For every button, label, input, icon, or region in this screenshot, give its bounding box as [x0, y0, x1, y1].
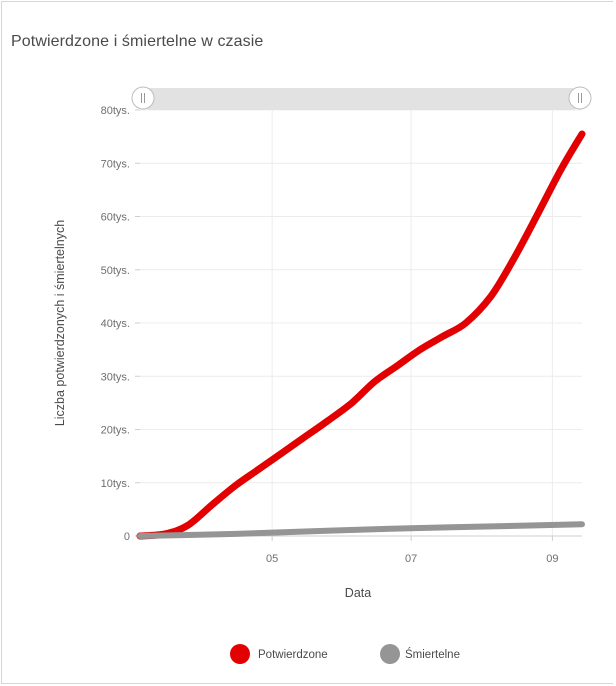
series-line-smiertelne[interactable] [137, 521, 585, 539]
legend-item-potwierdzone[interactable]: Potwierdzone [230, 644, 328, 664]
legend-label: Potwierdzone [258, 649, 328, 661]
y-axis-label: Liczba potwierdzonych i śmiertelnych [53, 220, 67, 426]
zoom-slider-right-handle[interactable] [568, 86, 592, 110]
y-tick-label: 70tys. [101, 158, 130, 170]
series-line-potwierdzone[interactable] [136, 130, 586, 540]
x-axis: 05 07 09 [140, 535, 582, 565]
y-tick-label: 50tys. [101, 265, 130, 277]
y-tick-label: 20tys. [101, 425, 130, 437]
zoom-slider-track[interactable] [140, 88, 582, 110]
grip-icon [141, 93, 145, 103]
legend-item-smiertelne[interactable]: Śmiertelne [380, 644, 460, 664]
chart-title: Potwierdzone i śmiertelne w czasie [11, 33, 264, 50]
y-tick-label: 80tys. [101, 105, 130, 117]
y-tick-label: 10tys. [101, 478, 130, 490]
x-axis-label: Data [345, 586, 371, 600]
legend: Potwierdzone Śmiertelne [230, 644, 460, 664]
zoom-slider-left-handle[interactable] [131, 86, 155, 110]
grip-icon [578, 93, 582, 103]
x-tick-label: 09 [546, 553, 558, 565]
x-tick-label: 05 [266, 553, 278, 565]
y-axis: 0 10tys. 20tys. 30tys. 40tys. 50tys. 60tys. 70t… [101, 105, 140, 543]
series-layer [136, 130, 586, 540]
zoom-slider[interactable] [131, 86, 592, 110]
legend-swatch [380, 644, 400, 664]
grid [140, 109, 582, 536]
x-tick-label: 07 [405, 553, 417, 565]
legend-swatch [230, 644, 250, 664]
legend-label: Śmiertelne [405, 648, 460, 661]
y-tick-label: 0 [124, 531, 130, 543]
y-tick-label: 40tys. [101, 318, 130, 330]
y-tick-label: 60tys. [101, 212, 130, 224]
y-tick-label: 30tys. [101, 371, 130, 383]
